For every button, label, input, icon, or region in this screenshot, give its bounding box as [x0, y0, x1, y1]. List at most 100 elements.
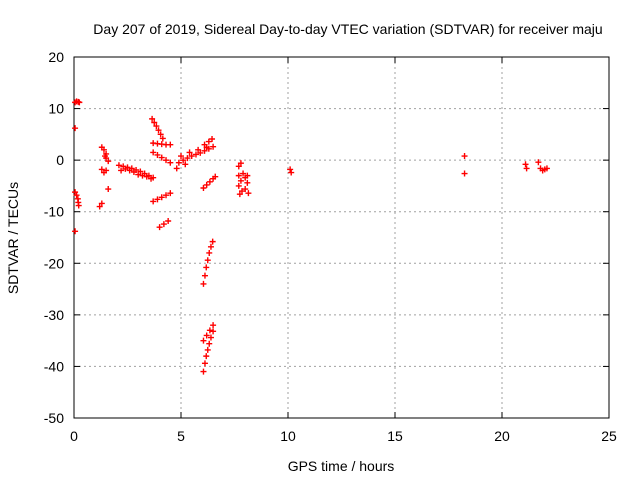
data-point	[535, 159, 542, 166]
data-point	[188, 153, 195, 160]
y-tick-label: 0	[56, 152, 64, 168]
data-point	[209, 238, 216, 245]
data-point	[201, 360, 208, 367]
data-point	[155, 127, 162, 134]
data-point	[150, 149, 157, 156]
x-tick-label: 20	[494, 428, 510, 444]
data-point	[236, 191, 243, 198]
data-point	[158, 154, 165, 161]
data-point	[160, 221, 167, 228]
data-point	[200, 337, 207, 344]
data-point	[135, 171, 142, 178]
data-point	[201, 147, 208, 154]
data-point	[157, 131, 164, 138]
x-tick-label: 5	[177, 428, 185, 444]
data-point	[76, 99, 83, 106]
data-point	[150, 198, 157, 205]
data-point	[195, 146, 202, 153]
data-point	[204, 257, 211, 264]
data-point	[73, 192, 80, 199]
data-point	[244, 172, 251, 179]
chart-title: Day 207 of 2019, Sidereal Day-to-day VTE…	[93, 21, 602, 37]
data-point	[210, 328, 217, 335]
data-point	[175, 159, 182, 166]
data-point	[130, 169, 137, 176]
data-point	[96, 203, 103, 210]
x-axis-label: GPS time / hours	[288, 458, 395, 474]
data-point	[206, 178, 213, 185]
data-point	[543, 165, 550, 172]
data-point	[148, 175, 155, 182]
data-point	[203, 181, 210, 188]
data-point	[203, 332, 210, 339]
data-point	[201, 141, 208, 148]
data-point	[207, 334, 214, 341]
axis-ticks: 0 5 10 15 20 25 -50 -40 -30 -20 -10 0 10 20	[44, 49, 617, 444]
data-point	[72, 228, 79, 235]
data-point	[182, 161, 189, 168]
data-point	[210, 322, 217, 329]
plot-frame	[73, 56, 610, 419]
data-point	[238, 188, 245, 195]
data-point	[98, 166, 105, 173]
x-tick-label: 10	[280, 428, 296, 444]
data-point	[210, 143, 217, 150]
data-point	[235, 163, 242, 170]
data-point	[461, 170, 468, 177]
data-point	[143, 173, 150, 180]
data-point	[163, 192, 170, 199]
data-point	[206, 327, 213, 334]
data-point	[103, 167, 110, 174]
data-point	[102, 153, 109, 160]
y-tick-label: -40	[44, 358, 64, 374]
data-point	[159, 135, 166, 142]
data-point	[158, 194, 165, 201]
data-point	[209, 135, 216, 142]
data-point	[186, 149, 193, 156]
data-point	[184, 155, 191, 162]
data-point	[237, 177, 244, 184]
grid-lines	[74, 57, 609, 418]
y-tick-label: 20	[48, 49, 64, 65]
x-tick-label: 0	[70, 428, 78, 444]
data-point	[163, 157, 170, 164]
data-point	[200, 280, 207, 287]
x-tick-label: 25	[601, 428, 617, 444]
data-point	[105, 186, 112, 193]
data-point	[237, 160, 244, 167]
data-point	[245, 190, 252, 197]
y-axis-label: SDTVAR / TECUs	[5, 182, 21, 294]
data-point	[122, 165, 129, 172]
data-point	[200, 184, 207, 191]
data-points	[72, 98, 550, 375]
y-tick-label: -20	[44, 255, 64, 271]
data-point	[200, 368, 207, 375]
data-point	[105, 158, 112, 165]
data-point	[240, 170, 247, 177]
data-point	[205, 138, 212, 145]
data-point	[204, 346, 211, 353]
data-point	[153, 123, 160, 130]
data-point	[154, 196, 161, 203]
data-point	[156, 224, 163, 231]
data-point	[167, 159, 174, 166]
data-point	[288, 169, 295, 176]
data-point	[72, 125, 79, 132]
data-point	[287, 166, 294, 173]
data-point	[167, 141, 174, 148]
data-point	[126, 167, 133, 174]
data-point	[72, 189, 79, 196]
data-point	[118, 167, 125, 174]
data-point	[212, 173, 219, 180]
y-tick-label: -10	[44, 204, 64, 220]
data-point	[75, 202, 82, 209]
data-point	[523, 165, 530, 172]
data-point	[139, 172, 146, 179]
data-point	[201, 272, 208, 279]
data-point	[149, 115, 156, 122]
data-point	[165, 217, 172, 224]
data-point	[244, 179, 251, 186]
data-point	[206, 340, 213, 347]
data-point	[100, 146, 107, 153]
